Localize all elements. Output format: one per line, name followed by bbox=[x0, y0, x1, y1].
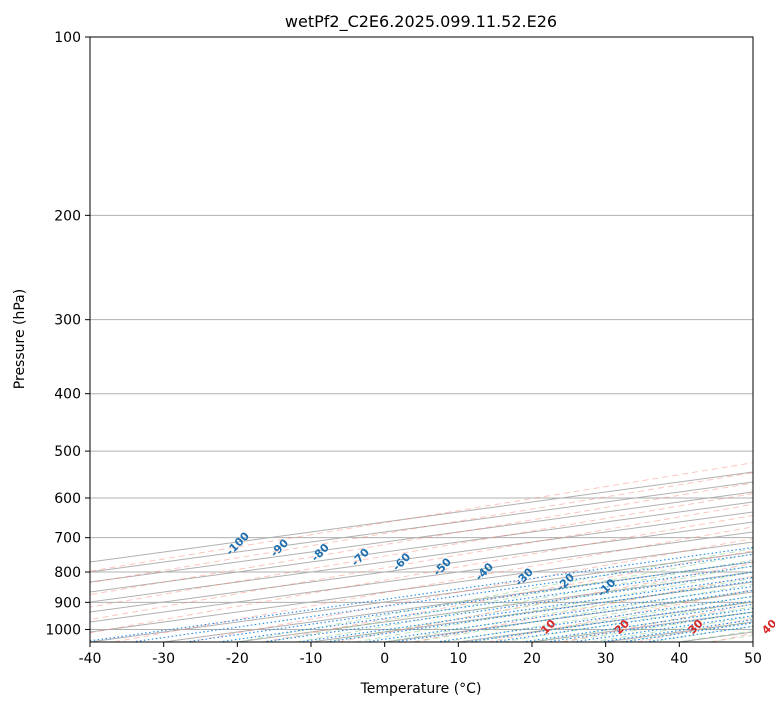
x-tick-label: -10 bbox=[300, 651, 323, 667]
plot-frame bbox=[89, 36, 754, 643]
x-tick-label: 20 bbox=[523, 651, 541, 667]
y-tick-label: 900 bbox=[54, 595, 81, 611]
x-tick-label: 30 bbox=[597, 651, 615, 667]
mixing-ratio-line bbox=[131, 553, 753, 642]
mixing-ratio-line bbox=[492, 603, 753, 642]
x-tick-label: -30 bbox=[152, 651, 175, 667]
y-tick-label: 400 bbox=[54, 387, 81, 403]
isotherm-line bbox=[90, 491, 753, 583]
moist-adiabat-line bbox=[325, 565, 753, 642]
isotherm-line bbox=[90, 501, 753, 593]
mixing-ratio-line bbox=[436, 595, 753, 642]
x-tick-label: -20 bbox=[226, 651, 249, 667]
dry-adiabat-line bbox=[338, 562, 753, 642]
isotherm-line bbox=[90, 511, 753, 603]
mixing-ratio-line bbox=[522, 608, 753, 642]
y-tick-label: 300 bbox=[54, 313, 81, 329]
y-tick-label: 800 bbox=[54, 565, 81, 581]
x-axis-label: Temperature (°C) bbox=[360, 681, 482, 697]
chart-title: wetPf2_C2E6.2025.099.11.52.E26 bbox=[285, 12, 557, 32]
x-tick-label: 50 bbox=[744, 651, 762, 667]
mixing-ratio-line bbox=[467, 600, 753, 642]
isotherm-line bbox=[90, 471, 753, 563]
dry-adiabat-line bbox=[412, 575, 753, 642]
isotherm-line bbox=[90, 531, 753, 623]
dry-adiabat-line bbox=[90, 493, 753, 608]
y-tick-label: 200 bbox=[54, 208, 81, 224]
dry-adiabat-line bbox=[188, 538, 753, 642]
y-tick-label: 600 bbox=[54, 491, 81, 507]
x-tick-label: 0 bbox=[380, 651, 389, 667]
isotherm-line bbox=[90, 521, 753, 613]
isotherm-line bbox=[90, 481, 753, 573]
y-tick-label: 500 bbox=[54, 444, 81, 460]
mixing-ratio-line bbox=[185, 561, 753, 642]
y-tick-label: 100 bbox=[54, 30, 81, 46]
x-tick-label: -40 bbox=[79, 651, 102, 667]
y-tick-label: 700 bbox=[54, 531, 81, 547]
mixing-ratio-line bbox=[90, 546, 753, 642]
moist-adiabat-line bbox=[237, 548, 753, 642]
dry-adiabat-line bbox=[114, 526, 753, 642]
dry-adiabat-line bbox=[90, 503, 753, 621]
x-tick-label: 40 bbox=[670, 651, 688, 667]
y-axis-label: Pressure (hPa) bbox=[12, 289, 28, 389]
moist-adiabat-line bbox=[355, 571, 753, 642]
y-tick-label: 1000 bbox=[45, 622, 81, 638]
x-tick-label: 10 bbox=[449, 651, 467, 667]
